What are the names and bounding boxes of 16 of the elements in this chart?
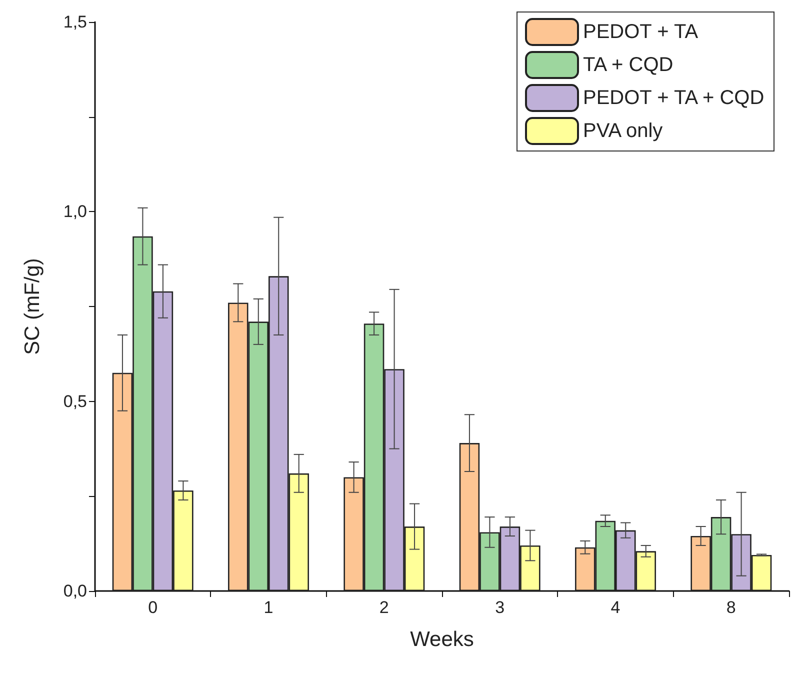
y-axis-title: SC (mF/g) (21, 258, 44, 355)
y-tick-label: 0,0 (63, 582, 87, 600)
x-tick-label: 8 (726, 598, 736, 617)
legend-label: PEDOT + TA (583, 21, 699, 43)
x-tick-label: 0 (148, 598, 158, 617)
x-tick-label: 2 (379, 598, 389, 617)
x-tick-label: 3 (495, 598, 505, 617)
x-tick-label: 1 (264, 598, 274, 617)
y-tick-label: 1,5 (63, 12, 87, 32)
y-tick-label: 0,5 (63, 392, 87, 411)
x-axis-title: Weeks (410, 628, 474, 651)
y-tick-label: 1,0 (63, 202, 87, 222)
legend-label: TA + CQD (583, 54, 674, 76)
x-tick-label: 4 (610, 598, 620, 617)
legend-label: PEDOT + TA + CQD (583, 87, 764, 109)
legend-label: PVA only (583, 120, 663, 142)
